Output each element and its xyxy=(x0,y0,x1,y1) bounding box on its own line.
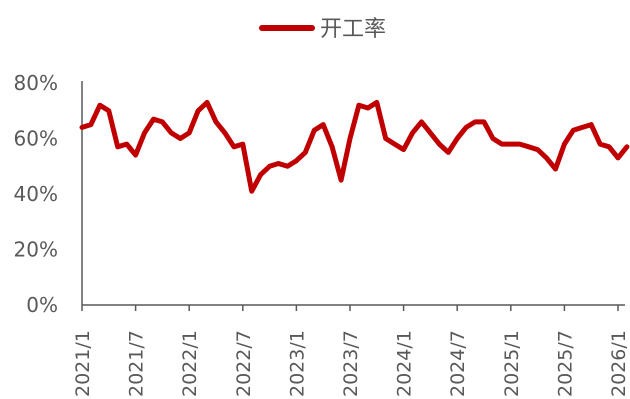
x-axis-ticks: 2021/1 2021/7 2022/1 2022/7 2023/1 2023/7 2024… xyxy=(72,305,630,397)
x-tick-label: 2021/1 xyxy=(72,330,94,397)
x-tick-label: 2025/7 xyxy=(554,330,576,397)
x-tick-label: 2024/7 xyxy=(447,330,469,397)
series-line xyxy=(79,99,630,194)
legend-label: 开工率 xyxy=(320,17,386,42)
y-tick-label: 0% xyxy=(26,293,58,317)
x-tick-label: 2022/7 xyxy=(233,330,255,397)
series-layer xyxy=(79,99,630,194)
x-tick-label: 2021/7 xyxy=(126,330,148,397)
y-tick-label: 80% xyxy=(14,71,58,95)
x-tick-label: 2023/7 xyxy=(340,330,362,397)
x-tick-label: 2022/1 xyxy=(179,330,201,397)
y-tick-label: 20% xyxy=(14,238,58,262)
x-tick-label: 2023/1 xyxy=(286,330,308,397)
x-tick-label: 2024/1 xyxy=(394,330,416,397)
x-tick-label: 2025/1 xyxy=(501,330,523,397)
y-tick-label: 40% xyxy=(14,182,58,206)
x-tick-label: 2026/1 xyxy=(608,330,630,397)
y-axis-ticks: 0% 20% 40% 60% 80% xyxy=(14,71,58,317)
legend: 开工率 xyxy=(259,17,386,42)
y-tick-label: 60% xyxy=(14,127,58,151)
axes xyxy=(81,81,625,306)
